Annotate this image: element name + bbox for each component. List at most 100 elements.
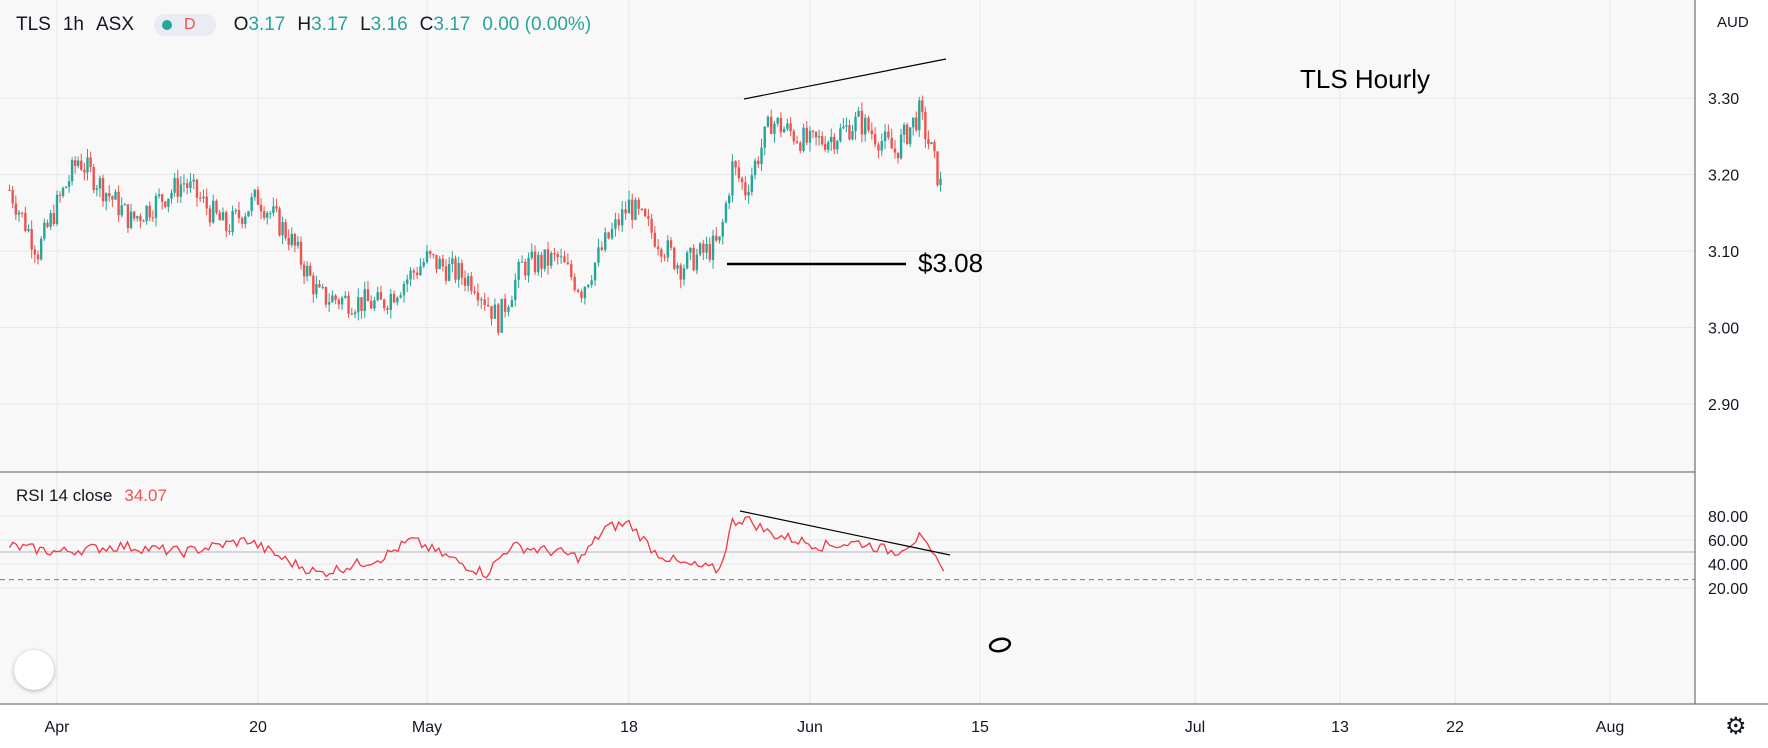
candle-body (890, 137, 893, 149)
candle-body (123, 204, 127, 206)
candle-body (402, 283, 406, 296)
candle-body (734, 161, 737, 168)
candle-body (218, 212, 221, 221)
candle-body (412, 270, 416, 273)
candle-body (278, 208, 281, 236)
chart-title-annotation[interactable]: TLS Hourly (1300, 64, 1431, 94)
time-tick-label: Jul (1185, 719, 1205, 736)
tradingview-logo[interactable] (14, 650, 54, 690)
candle-body (208, 208, 212, 223)
candle-body (36, 254, 40, 260)
candle-body (52, 213, 56, 225)
support-price-annotation[interactable]: $3.08 (918, 248, 984, 278)
rsi-axis[interactable]: 80.00 60.00 40.00 20.00 (1708, 509, 1748, 598)
candle-body (253, 189, 257, 198)
candle-body (773, 123, 776, 134)
candle-body (460, 263, 464, 278)
candle-body (842, 126, 845, 129)
rsi-label: RSI 14 close (16, 486, 113, 505)
candle-body (466, 276, 470, 286)
candle-body (737, 167, 741, 179)
candle-body (396, 297, 399, 303)
market-status-badge[interactable]: D (154, 14, 216, 36)
candle-body (811, 130, 815, 132)
candle-body (312, 275, 315, 295)
candle-body (331, 295, 334, 303)
rsi-circle-mark[interactable] (988, 637, 1012, 653)
candle-body (500, 298, 503, 333)
candle-body (89, 157, 92, 167)
candle-body (290, 234, 293, 245)
rsi-legend[interactable]: RSI 14 close 34.07 (16, 486, 167, 506)
candle-body (114, 191, 117, 200)
candle-body (559, 256, 563, 258)
candle-body (247, 211, 250, 217)
candle-body (836, 141, 839, 150)
candle-body (708, 243, 712, 260)
candle-body (918, 100, 921, 131)
price-pane[interactable] (0, 0, 1695, 472)
gridlines (0, 0, 1695, 704)
candle-body (915, 117, 918, 131)
settings-gear-icon[interactable]: ⚙ (1725, 713, 1747, 740)
candlestick-series (8, 95, 942, 336)
candle-body (234, 210, 237, 212)
candle-body (757, 160, 760, 165)
candle-body (497, 304, 500, 333)
candle-body (877, 144, 880, 151)
candle-body (679, 265, 682, 280)
candle-body (419, 266, 422, 276)
candle-body (363, 289, 366, 312)
candle-body (715, 235, 718, 241)
candle-body (202, 196, 205, 199)
symbol-name[interactable]: TLS (16, 14, 51, 35)
dividend-badge[interactable]: D (184, 16, 196, 33)
candle-body (318, 283, 321, 288)
rsi-value: 34.07 (124, 486, 167, 505)
candle-body (275, 206, 278, 209)
candle-body (820, 136, 824, 145)
candle-body (814, 131, 818, 138)
candle-body (457, 263, 460, 280)
candle-body (939, 178, 942, 186)
candle-body (370, 301, 373, 309)
candle-body (583, 286, 587, 299)
candle-body (870, 130, 874, 135)
candle-body (366, 289, 370, 302)
candle-body (24, 212, 27, 231)
candle-body (415, 272, 419, 276)
candle-body (867, 117, 870, 131)
candle-body (441, 258, 445, 267)
symbol-legend[interactable]: TLS 1h ASX D O 3.17 H 3.17 L 3.16 C 3.17 0.0… (16, 14, 603, 36)
candle-body (120, 205, 123, 216)
candle-body (272, 206, 275, 213)
candle-body (656, 246, 660, 250)
candle-body (287, 237, 290, 245)
candle-body (132, 211, 136, 219)
candle-body (627, 199, 631, 214)
candle-body (55, 194, 59, 225)
candle-body (392, 293, 396, 303)
time-tick-label: May (412, 719, 442, 736)
candle-body (221, 212, 225, 221)
candle-body (409, 270, 412, 280)
candle-body (186, 183, 189, 188)
rsi-trendline[interactable] (739, 510, 951, 556)
currency-label[interactable]: AUD (1717, 14, 1749, 31)
candle-body (503, 298, 507, 312)
candle-body (883, 131, 887, 142)
candle-body (580, 291, 583, 299)
candle-body (718, 236, 721, 241)
candle-body (480, 299, 483, 301)
candle-body (921, 100, 924, 112)
price-axis[interactable]: 3.30 3.20 3.10 3.00 2.90 (1708, 91, 1739, 414)
price-trendline[interactable] (743, 58, 947, 100)
candle-body (8, 189, 11, 191)
candle-body (324, 286, 328, 305)
interval-label[interactable]: 1h (62, 14, 84, 35)
time-axis[interactable]: Apr 20 May 18 Jun 15 Jul 13 22 Aug (45, 719, 1625, 736)
candle-body (360, 297, 363, 312)
candle-body (160, 194, 164, 202)
price-tick-label: 3.30 (1708, 91, 1739, 108)
